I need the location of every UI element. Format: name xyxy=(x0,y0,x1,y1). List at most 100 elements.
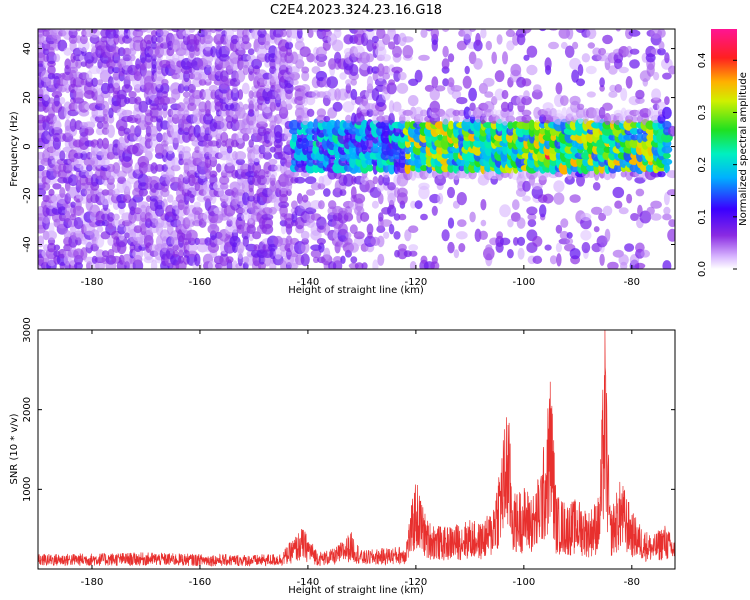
spectrogram-cell xyxy=(441,29,450,33)
spectrogram-cell xyxy=(86,164,93,172)
spectrogram-cell xyxy=(657,48,666,56)
spectrogram-cell xyxy=(663,152,671,159)
spectrogram-cell xyxy=(603,112,612,126)
spectrogram-cell xyxy=(345,83,352,94)
spectrogram-cell xyxy=(366,65,374,75)
spectrogram-cell xyxy=(607,261,619,269)
spectrogram-cell xyxy=(263,78,271,86)
spectrogram-cell xyxy=(662,213,672,221)
spectrogram-cell xyxy=(668,65,675,75)
spectrogram-cell xyxy=(261,217,273,229)
spectrogram-cell xyxy=(556,253,562,267)
spectrogram-cell xyxy=(338,223,348,236)
spectrogram-cell xyxy=(507,249,514,259)
spectrogram-cell xyxy=(138,188,148,197)
spectrogram-cell xyxy=(316,60,326,67)
spectrogram-cell xyxy=(187,102,197,112)
spectrogram-cell xyxy=(544,57,552,71)
spectrogram-cell xyxy=(404,162,412,174)
spectrogram-cell xyxy=(323,247,331,260)
spectrogram-cell xyxy=(383,231,390,239)
spectrogram-cell xyxy=(139,136,148,151)
x-tick-label: -100 xyxy=(512,577,535,588)
spectrogram-cell xyxy=(258,29,266,32)
spectrogram-cell xyxy=(107,143,115,156)
spectrogram-cell xyxy=(653,108,659,118)
spectrogram-cell xyxy=(599,77,605,88)
spectrogram-cell xyxy=(532,255,543,264)
spectrogram-cell xyxy=(603,146,612,154)
spectrogram-cell xyxy=(480,113,487,125)
spectrogram-cell xyxy=(144,150,153,161)
spectrogram-cell xyxy=(301,70,310,82)
y-tick-label: -20 xyxy=(22,187,33,203)
spectrogram-cell xyxy=(354,262,364,269)
spectrogram-cell xyxy=(502,51,508,65)
spectrogram-cell xyxy=(202,88,214,101)
spectrogram-cell xyxy=(553,180,565,193)
spectrogram-cell xyxy=(664,96,670,106)
spectrogram-cell xyxy=(48,152,55,160)
spectrogram-cell xyxy=(521,78,532,87)
spectrogram-cell xyxy=(366,223,374,235)
spectrogram-cell xyxy=(172,53,180,62)
spectrogram-cell xyxy=(94,115,106,123)
spectrogram-cell xyxy=(94,261,106,269)
spectrogram-cell xyxy=(240,41,252,50)
spectrogram-cell xyxy=(629,59,640,69)
spectrogram-cell xyxy=(316,108,327,118)
spectrogram-cell xyxy=(506,40,515,51)
spectrogram-cell xyxy=(414,106,424,120)
spectrogram-cell xyxy=(107,212,115,222)
spectrogram-cell xyxy=(464,65,470,75)
spectrogram-cell xyxy=(204,100,212,114)
spectrogram-cell xyxy=(380,219,393,227)
spectrogram-cell xyxy=(79,164,89,172)
spectrogram-cell xyxy=(388,224,395,235)
spectrogram-cell xyxy=(593,226,600,233)
spectrogram-cell xyxy=(435,85,446,92)
spectrogram-cell xyxy=(241,213,251,221)
spectrogram-cell xyxy=(150,162,158,174)
spectrogram-cell xyxy=(100,192,111,206)
spectrogram-cell xyxy=(137,201,150,209)
spectrogram-cell xyxy=(381,54,392,62)
spectrogram-cell xyxy=(138,100,149,113)
spectrogram-cell xyxy=(245,243,257,252)
spectrogram-cell xyxy=(53,114,61,124)
spectrogram-cell xyxy=(67,29,79,32)
spectrogram-cell xyxy=(388,100,395,114)
spectrogram-cell xyxy=(264,84,271,93)
spectrogram-cell xyxy=(635,242,645,253)
spectrogram-cell xyxy=(80,151,88,161)
spectrogram-cell xyxy=(614,84,623,93)
spectrogram-cell xyxy=(353,193,366,204)
spectrogram-cell xyxy=(630,134,639,141)
spectrogram-cell xyxy=(300,84,311,93)
spectrogram-cell xyxy=(241,82,250,95)
spectrogram-cell xyxy=(521,95,532,106)
spectrogram-cell xyxy=(154,164,165,172)
spectrogram-cell xyxy=(501,89,509,100)
spectrogram-cell xyxy=(235,158,246,166)
spectrogram-cell xyxy=(53,53,61,63)
spectrogram-cell xyxy=(192,77,203,88)
spectrogram-cell xyxy=(345,114,352,124)
spectrogram-cell xyxy=(608,91,618,98)
spectrogram-cell xyxy=(506,126,515,136)
spectrogram-cell xyxy=(264,33,271,46)
spectrogram-cell xyxy=(52,183,62,190)
spectrogram-cell xyxy=(213,29,224,32)
spectrogram-cell xyxy=(360,212,370,222)
spectrogram-cell xyxy=(378,174,384,186)
spectrogram-cell xyxy=(216,163,222,173)
spectrogram-cell xyxy=(101,100,110,113)
spectrogram-cell xyxy=(526,64,538,76)
spectrogram-cell xyxy=(490,109,498,117)
spectrogram-cell xyxy=(539,29,547,32)
spectrogram-cell xyxy=(307,29,314,38)
spectrogram-cell xyxy=(505,115,516,123)
spectrogram-cell xyxy=(626,193,633,204)
spectrogram-cell xyxy=(258,144,266,155)
spectrogram-cell xyxy=(68,66,78,74)
